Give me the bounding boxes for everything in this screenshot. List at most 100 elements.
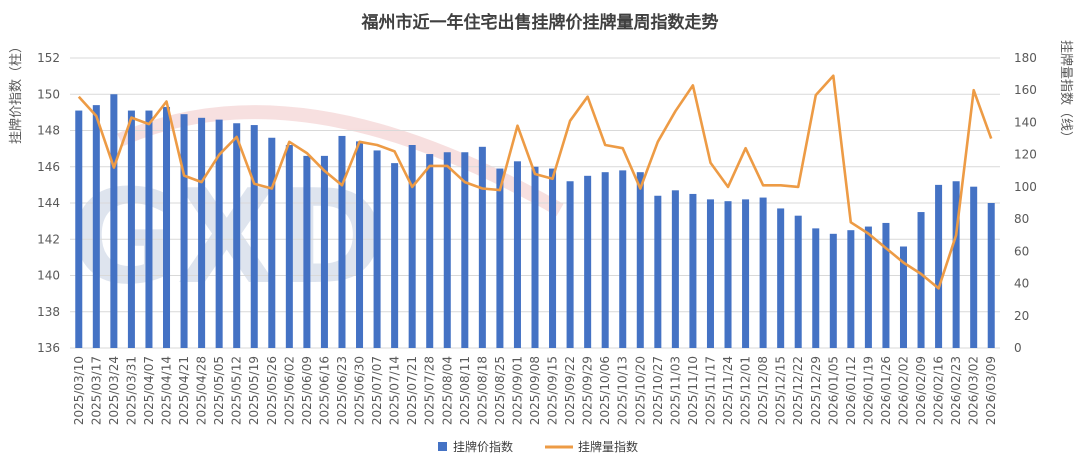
- x-tick-label: 2025/08/25: [493, 356, 507, 425]
- bar: [812, 228, 820, 348]
- bar: [338, 135, 346, 348]
- bar: [443, 152, 451, 348]
- bar: [706, 199, 714, 348]
- x-tick-label: 2025/07/28: [423, 356, 437, 425]
- x-tick-label: 2025/11/10: [686, 356, 700, 425]
- bar: [899, 246, 907, 348]
- bar: [478, 146, 486, 348]
- x-tick-label: 2026/02/23: [949, 356, 963, 425]
- x-tick-label: 2025/05/12: [230, 356, 244, 425]
- y-left-tick-label: 150: [37, 87, 60, 101]
- bar: [180, 114, 188, 348]
- y-right-tick-label: 100: [1014, 180, 1037, 194]
- legend-label-bar: 挂牌价指数: [453, 439, 513, 454]
- y-right-tick-label: 180: [1014, 51, 1037, 65]
- bar: [864, 226, 872, 348]
- legend: 挂牌价指数 挂牌量指数: [438, 439, 638, 454]
- legend-label-line: 挂牌量指数: [578, 439, 638, 454]
- series-line: [77, 74, 993, 290]
- x-tick-label: 2025/10/13: [616, 356, 630, 425]
- y-right-tick-label: 60: [1014, 244, 1029, 258]
- x-tick-label: 2025/05/26: [265, 356, 279, 425]
- bar: [601, 172, 609, 348]
- x-tick-label: 2025/09/22: [563, 356, 577, 425]
- x-tick-label: 2025/08/11: [458, 356, 472, 425]
- bar: [970, 186, 978, 348]
- x-tick-label: 2025/05/05: [212, 356, 226, 425]
- x-tick-label: 2025/07/14: [388, 356, 402, 425]
- x-tick-label: 2025/10/27: [651, 356, 665, 425]
- x-tick-label: 2025/04/07: [142, 356, 156, 425]
- x-tick-label: 2026/01/12: [844, 356, 858, 425]
- bars-layer: [75, 94, 995, 348]
- x-tick-label: 2025/09/15: [546, 356, 560, 425]
- x-tick-label: 2025/05/19: [247, 356, 261, 425]
- x-tick-label: 2026/02/16: [932, 356, 946, 425]
- y-left-tick-label: 144: [37, 196, 60, 210]
- x-tick-label: 2026/01/26: [879, 356, 893, 425]
- bar: [408, 145, 416, 348]
- x-tick-label: 2025/06/16: [317, 356, 331, 425]
- bar: [303, 155, 311, 348]
- bar: [847, 230, 855, 348]
- x-tick-label: 2025/03/31: [124, 356, 138, 425]
- bar: [145, 110, 153, 348]
- bar: [584, 175, 592, 348]
- bar: [461, 152, 469, 348]
- x-tick-label: 2026/01/19: [861, 356, 875, 425]
- bar: [935, 184, 943, 348]
- y-right-tick-label: 80: [1014, 212, 1029, 226]
- y-right-tick-label: 40: [1014, 277, 1029, 291]
- bar: [285, 145, 293, 348]
- watermark: GXD: [70, 105, 564, 313]
- y-left-tick-label: 148: [37, 124, 60, 138]
- bar: [759, 197, 767, 348]
- y-right-tick-label: 120: [1014, 148, 1037, 162]
- x-tick-label: 2025/06/09: [300, 356, 314, 425]
- x-tick-label: 2025/03/24: [107, 356, 121, 425]
- x-tick-label: 2025/10/06: [598, 356, 612, 425]
- x-tick-label: 2025/06/30: [353, 356, 367, 425]
- bar: [163, 106, 171, 348]
- bar: [356, 141, 364, 348]
- x-tick-label: 2025/11/24: [721, 356, 735, 425]
- x-tick-label: 2025/09/01: [510, 356, 524, 425]
- x-tick-label: 2026/02/02: [896, 356, 910, 425]
- bar: [92, 105, 100, 348]
- bar: [619, 170, 627, 348]
- bar: [724, 201, 732, 348]
- y-left-tick-label: 140: [37, 269, 60, 283]
- x-tick-label: 2025/03/17: [89, 356, 103, 425]
- bar: [917, 212, 925, 348]
- bar: [320, 155, 328, 348]
- y-left-tick-label: 146: [37, 160, 60, 174]
- y-right-tick-label: 160: [1014, 83, 1037, 97]
- svg-text:GXD: GXD: [70, 161, 385, 313]
- x-tick-label: 2026/03/02: [967, 356, 981, 425]
- y-axis-left-title: 挂牌价指数（柱）: [8, 40, 24, 144]
- bar: [250, 125, 258, 348]
- x-tick-label: 2025/09/08: [528, 356, 542, 425]
- bar: [882, 222, 890, 348]
- bar: [671, 190, 679, 348]
- bar: [268, 137, 276, 348]
- bar: [566, 181, 574, 348]
- x-tick-label: 2025/12/22: [791, 356, 805, 425]
- bar: [987, 203, 995, 348]
- bar: [391, 163, 399, 348]
- bar: [127, 110, 135, 348]
- axes: 136 138 140 142 144 146 148 150 152 0 20 40 60 80 100 1…: [37, 51, 1037, 425]
- bar: [829, 233, 837, 348]
- bar: [654, 195, 662, 348]
- y-left-tick-label: 152: [37, 51, 60, 65]
- x-tick-label: 2025/08/18: [475, 356, 489, 425]
- x-tick-label: 2025/03/10: [72, 356, 86, 425]
- chart-title: 福州市近一年住宅出售挂牌价挂牌量周指数走势: [361, 12, 719, 33]
- bar: [233, 123, 241, 348]
- legend-swatch-bar: [438, 442, 447, 451]
- y-left-tick-label: 136: [37, 341, 60, 355]
- y-axis-right-title: 挂牌量指数（线）: [1058, 40, 1074, 144]
- bar: [777, 208, 785, 348]
- x-tick-label: 2025/04/21: [177, 356, 191, 425]
